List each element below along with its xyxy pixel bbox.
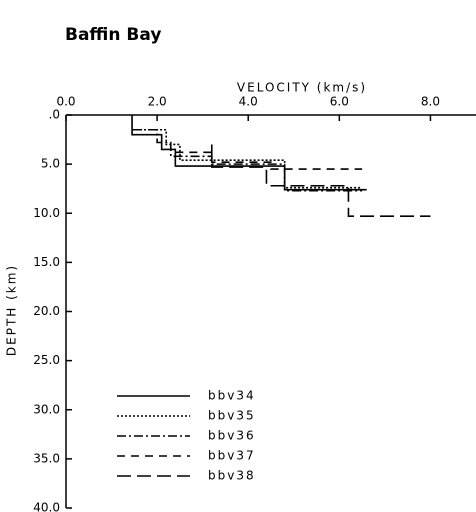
series-line bbox=[210, 144, 431, 217]
y-tick-label: 40.0 bbox=[33, 501, 60, 512]
y-tick-label: 30.0 bbox=[33, 402, 60, 416]
legend-label: bbv35 bbox=[208, 409, 256, 423]
y-tick-label: 5.0 bbox=[41, 157, 60, 171]
x-tick-label: 6.0 bbox=[330, 95, 349, 109]
y-axis-label: DEPTH (km) bbox=[5, 264, 19, 356]
series-line bbox=[132, 128, 363, 189]
x-tick-label: 2.0 bbox=[148, 95, 167, 109]
x-tick-label: 4.0 bbox=[239, 95, 258, 109]
y-tick-label: 35.0 bbox=[33, 451, 60, 465]
series-line bbox=[132, 128, 363, 192]
legend-label: bbv34 bbox=[208, 389, 256, 403]
x-axis-label: VELOCITY (km/s) bbox=[237, 81, 367, 95]
y-tick-label: 10.0 bbox=[33, 206, 60, 220]
legend-label: bbv37 bbox=[208, 449, 256, 463]
x-tick-label: 8.0 bbox=[421, 95, 440, 109]
y-tick-label: 20.0 bbox=[33, 304, 60, 318]
legend-label: bbv38 bbox=[208, 469, 256, 483]
y-tick-label: 15.0 bbox=[33, 255, 60, 269]
series-line bbox=[131, 115, 367, 191]
y-tick-label: 25.0 bbox=[33, 353, 60, 367]
series-line bbox=[175, 151, 363, 170]
legend-label: bbv36 bbox=[208, 429, 256, 443]
chart-title: Baffin Bay bbox=[65, 25, 161, 45]
y-tick-label: .0 bbox=[49, 108, 60, 122]
x-tick-label: 0.0 bbox=[56, 95, 75, 109]
